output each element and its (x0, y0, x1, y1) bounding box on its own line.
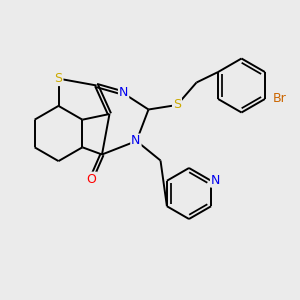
Text: N: N (131, 134, 141, 148)
Text: S: S (173, 98, 181, 112)
Text: N: N (119, 86, 128, 99)
Text: O: O (87, 172, 96, 186)
Text: S: S (55, 72, 62, 85)
Text: N: N (211, 174, 220, 187)
Text: Br: Br (273, 92, 287, 106)
